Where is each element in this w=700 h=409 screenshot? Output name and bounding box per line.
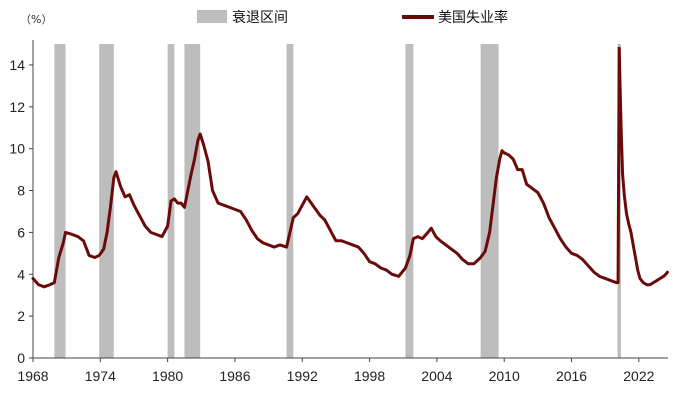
- y-tick-label: 14: [9, 57, 25, 73]
- y-tick-label: 4: [17, 266, 25, 282]
- recession-bands: [54, 44, 621, 358]
- y-tick-label: 8: [17, 183, 25, 199]
- tick-labels: 0 2 4 6 8 10 12 14 1968 1974 1980 1986 1992 1998 2004 2…: [9, 57, 654, 384]
- x-tick-label: 1992: [287, 368, 318, 384]
- x-tick-label: 2004: [421, 368, 452, 384]
- recession-band: [405, 44, 414, 358]
- recession-band: [480, 44, 499, 358]
- legend: 衰退区间 美国失业率: [197, 9, 508, 26]
- unemployment-rate-line: [31, 46, 669, 289]
- y-tick-label: 0: [17, 350, 25, 366]
- x-tick-label: 1986: [219, 368, 250, 384]
- y-tick-label: 6: [17, 224, 25, 240]
- x-tick-label: 2016: [556, 368, 587, 384]
- x-tick-label: 1968: [17, 368, 48, 384]
- x-tick-label: 1974: [85, 368, 116, 384]
- y-tick-label: 12: [9, 99, 25, 115]
- axes: [29, 40, 668, 362]
- x-tick-label: 2022: [623, 368, 654, 384]
- x-tick-label: 2010: [489, 368, 520, 384]
- y-unit-label: （%）: [20, 13, 52, 26]
- recession-band: [99, 44, 114, 358]
- recession-band: [286, 44, 294, 358]
- x-tick-label: 1998: [354, 368, 385, 384]
- legend-recession-swatch: [197, 10, 227, 23]
- recession-band: [184, 44, 201, 358]
- legend-unemployment-label: 美国失业率: [438, 9, 508, 26]
- x-tick-label: 1980: [152, 368, 183, 384]
- recession-band: [54, 44, 66, 358]
- y-tick-label: 10: [9, 141, 25, 157]
- legend-recession-label: 衰退区间: [232, 9, 288, 26]
- y-tick-label: 2: [17, 308, 25, 324]
